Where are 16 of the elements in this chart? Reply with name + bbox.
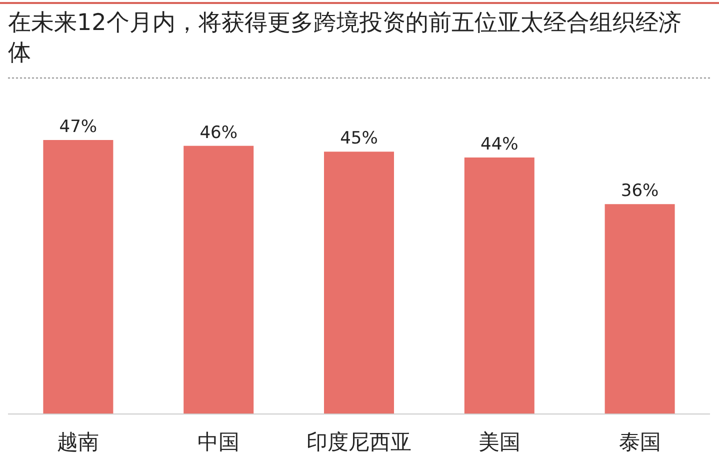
data-label: 47% [59,117,98,137]
x-tick-label: 美国 [478,430,520,454]
bar [604,204,675,414]
x-tick-label: 越南 [57,430,100,454]
bar [324,152,394,414]
bar [184,146,254,414]
chart-title: 在未来12个月内，将获得更多跨境投资的前五位亚太经合组织经济体 [8,9,682,68]
data-label: 44% [480,134,518,154]
x-tick-label: 泰国 [618,430,661,454]
data-label: 45% [340,128,378,149]
x-tick-label: 中国 [198,430,240,454]
data-label: 46% [200,122,238,143]
bar [464,157,534,414]
data-label: 36% [620,181,659,202]
x-tick-label: 印度尼西亚 [306,430,412,454]
bar [43,140,114,414]
